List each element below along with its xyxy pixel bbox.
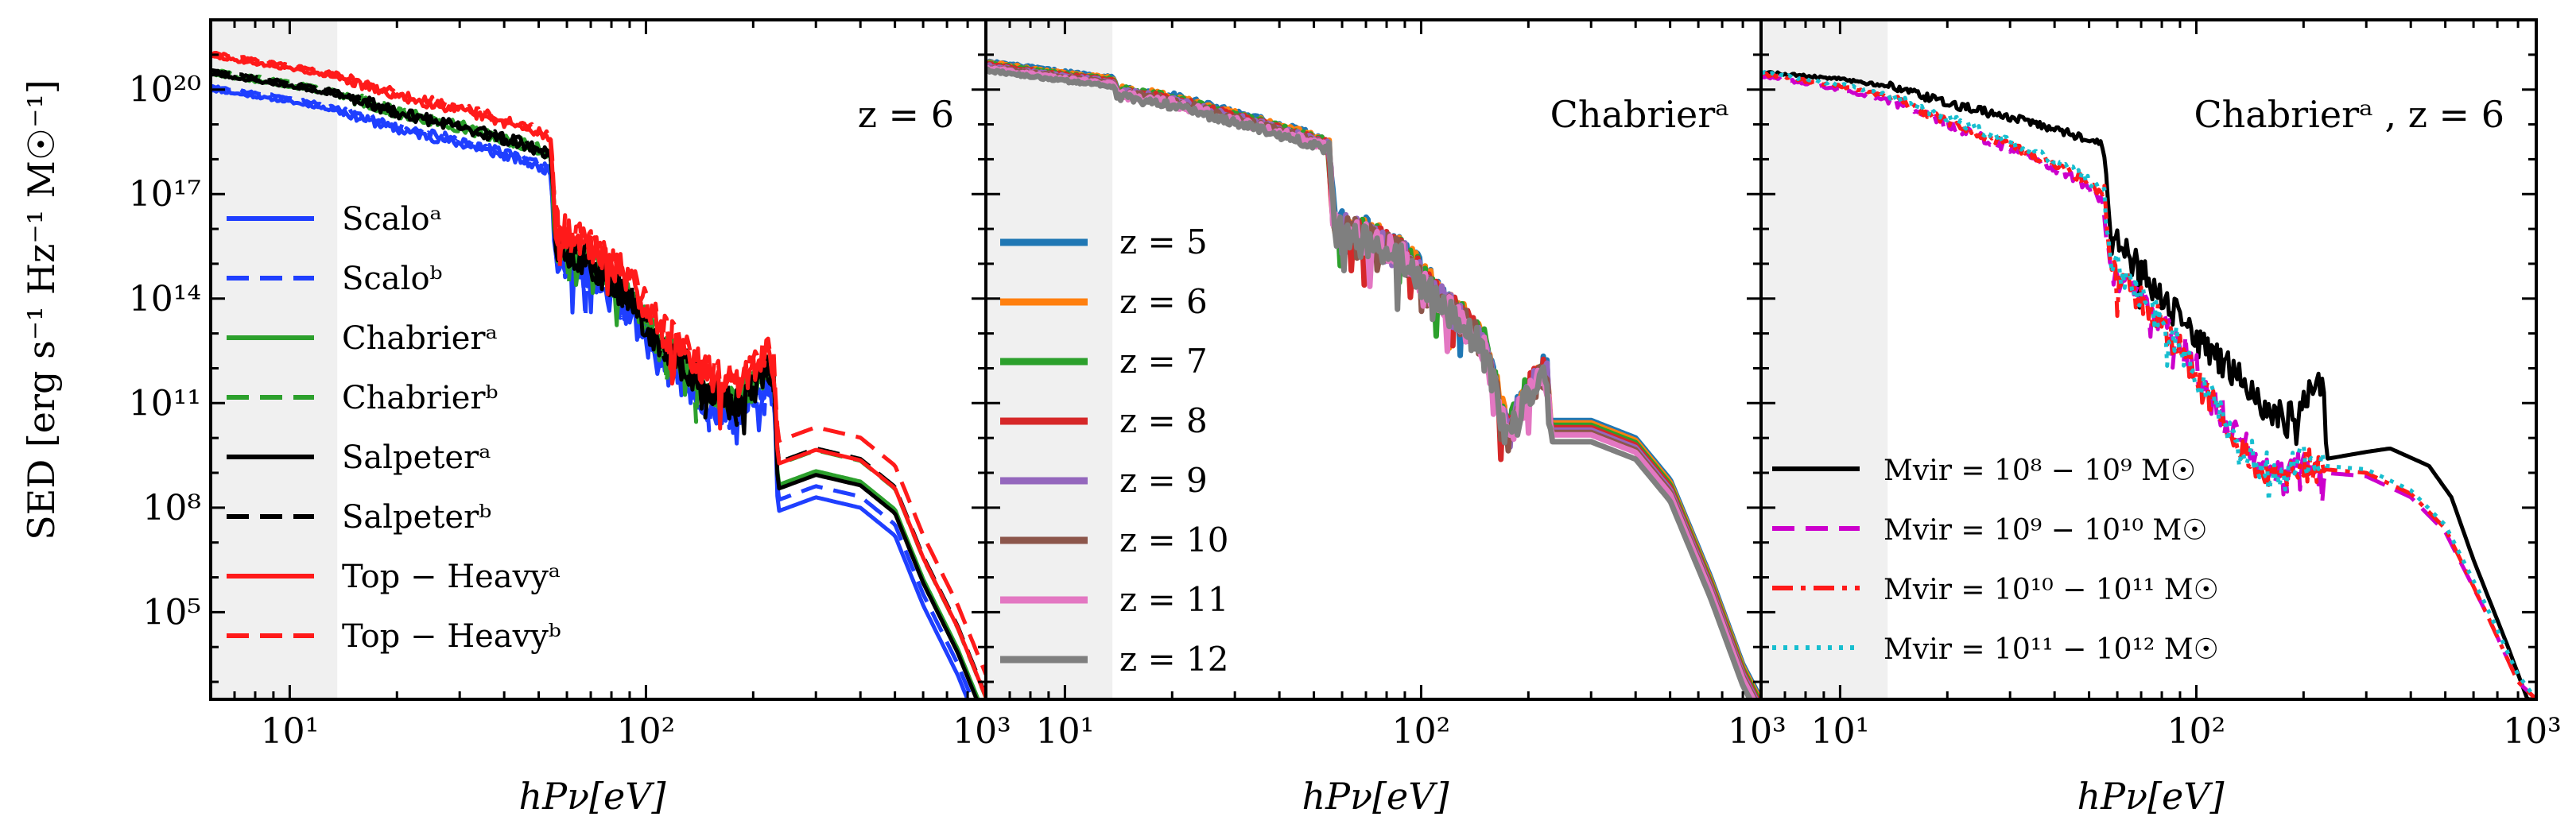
legend-label: z = 11 xyxy=(1119,580,1228,619)
legend-label: Mvir = 10¹¹ − 10¹² M☉ xyxy=(1884,633,2219,666)
legend-label: z = 5 xyxy=(1119,223,1208,261)
x-tick-label: 10¹ xyxy=(261,711,320,752)
legend-label: Mvir = 10¹⁰ − 10¹¹ M☉ xyxy=(1884,574,2219,606)
legend-label: Top − Heavyᵇ xyxy=(342,618,561,655)
y-tick-label: 10¹¹ xyxy=(129,383,201,424)
legend-label: Mvir = 10⁹ − 10¹⁰ M☉ xyxy=(1884,514,2208,547)
legend-label: Mvir = 10⁸ − 10⁹ M☉ xyxy=(1884,455,2196,487)
y-tick-label: 10⁸ xyxy=(142,488,201,528)
panel-annotation: z = 6 xyxy=(858,93,954,136)
legend-label: z = 9 xyxy=(1119,461,1208,500)
series-line-3-4 xyxy=(1761,70,2536,699)
y-tick-label: 10¹⁴ xyxy=(129,279,201,319)
legend-label: Scaloᵇ xyxy=(342,261,443,297)
x-tick-label: 10¹ xyxy=(1036,711,1095,752)
series-lines-panel-2 xyxy=(986,58,1761,699)
legend-label: Scaloᵃ xyxy=(342,201,442,238)
x-tick-label: 10² xyxy=(617,711,676,752)
series-line-3-1 xyxy=(1761,70,2536,699)
shaded-region-panel-1 xyxy=(211,20,338,699)
legend-panel-1: Scaloᵃ Scaloᵇ Chabrierᵃ Chabrierᵇ Salpeterᵃ S… xyxy=(227,201,561,655)
x-axis-label-panel-2: hPν[eV] xyxy=(1302,775,1449,818)
y-axis-label: SED [erg s⁻¹ Hz⁻¹ M☉⁻¹] xyxy=(20,79,63,540)
series-line-1-8 xyxy=(211,51,986,675)
series-lines-panel-3 xyxy=(1761,70,2536,699)
legend-label: z = 12 xyxy=(1119,640,1228,679)
legend-label: Chabrierᵇ xyxy=(342,380,499,416)
x-tick-label: 10³ xyxy=(2503,711,2562,752)
panel-imf-comparison: 10¹ 10² 10³ 10⁵ 10⁸ 10¹¹ 10¹⁴ 10¹⁷ 10²⁰ z = 6 Scal… xyxy=(129,18,1011,752)
series-line-1-7 xyxy=(211,53,986,698)
x-tick-label: 10¹ xyxy=(1811,711,1870,752)
series-lines-panel-1 xyxy=(211,51,986,699)
x-tick-label: 10² xyxy=(2167,711,2226,752)
series-line-2-8 xyxy=(986,66,1754,699)
legend-label: z = 6 xyxy=(1119,282,1208,321)
legend-label: Top − Heavyᵃ xyxy=(342,559,561,595)
x-tick-label: 10³ xyxy=(1728,711,1787,752)
y-tick-label: 10²⁰ xyxy=(129,70,201,110)
series-line-1-1 xyxy=(211,87,970,699)
x-tick-label: 10³ xyxy=(952,711,1011,752)
legend-panel-3: Mvir = 10⁸ − 10⁹ M☉ Mvir = 10⁹ − 10¹⁰ M☉ M… xyxy=(1772,455,2219,666)
shaded-region-panel-3 xyxy=(1761,20,1888,699)
x-ticks-panel-1 xyxy=(209,20,987,699)
x-axis-label-panel-3: hPν[eV] xyxy=(2077,775,2225,818)
legend-label: z = 8 xyxy=(1119,401,1208,440)
x-ticks-panel-3 xyxy=(1759,20,2538,699)
legend-label: Salpeterᵇ xyxy=(342,499,491,536)
panel-halo-mass-comparison: 10¹ 10² 10³ Chabrierᵃ , z = 6 Mvir = 10⁸ − 1… xyxy=(1759,18,2562,752)
legend-label: z = 7 xyxy=(1119,342,1208,381)
axes-frame-panel-3 xyxy=(1759,18,2538,701)
legend-panel-2: z = 5 z = 6 z = 7 z = 8 z = 9 z = 10 z = 11 z =… xyxy=(1000,223,1228,679)
legend-label: z = 10 xyxy=(1119,520,1228,559)
series-line-1-5 xyxy=(211,72,980,699)
panel-annotation: Chabrierᵃ , z = 6 xyxy=(2194,93,2504,136)
x-tick-label: 10² xyxy=(1392,711,1451,752)
y-tick-label: 10⁵ xyxy=(142,592,201,633)
x-axis-label-panel-1: hPν[eV] xyxy=(519,775,666,818)
panel-annotation: Chabrierᵃ xyxy=(1550,93,1729,136)
y-tick-label: 10¹⁷ xyxy=(129,174,201,215)
legend-label: Chabrierᵃ xyxy=(342,320,498,357)
legend-label: Salpeterᵃ xyxy=(342,439,491,476)
